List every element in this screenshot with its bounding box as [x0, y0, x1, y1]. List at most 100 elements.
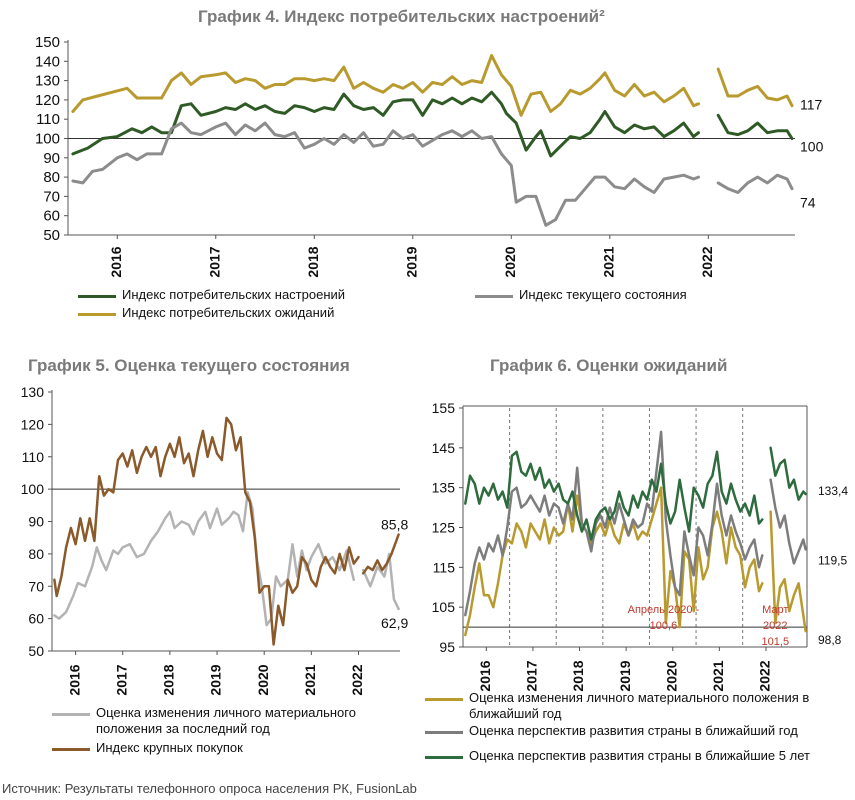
- legend-item-current-state: Индекс текущего состояния: [475, 287, 687, 303]
- y-tick-label: 50: [28, 643, 44, 659]
- end-value-label: 119,5: [818, 553, 847, 567]
- end-value-label: 85,8: [381, 516, 408, 532]
- y-tick-label: 140: [35, 53, 60, 70]
- legend-swatch: [475, 295, 513, 298]
- y-tick-label: 130: [21, 384, 45, 400]
- source-note: Источник: Результаты телефонного опроса …: [2, 781, 417, 796]
- y-tick-label: 130: [35, 73, 60, 90]
- legend-swatch: [78, 313, 116, 316]
- chart-5-title: График 5. Оценка текущего состояния: [28, 356, 350, 375]
- y-tick-label: 100: [35, 131, 60, 148]
- legend-item-personal-finance-next-year: Оценка изменения личного материального п…: [425, 690, 845, 722]
- x-year-label: 2022: [349, 664, 365, 695]
- annotation-label: 2022: [763, 620, 787, 632]
- end-value-label: 98,8: [818, 633, 842, 647]
- y-tick-label: 80: [43, 169, 60, 186]
- annotation-label: Апрель 2020 -: [628, 604, 700, 616]
- series-line: [769, 510, 807, 633]
- legend-item-major-purchases: Индекс крупных покупок: [52, 740, 243, 756]
- y-tick-label: 105: [432, 599, 456, 615]
- end-value-label: 100: [800, 139, 824, 155]
- series-line: [53, 491, 356, 627]
- y-tick-label: 90: [43, 150, 60, 167]
- series-line: [53, 416, 360, 646]
- series-line: [769, 478, 807, 565]
- x-year-label: 2022: [757, 660, 773, 691]
- series-line: [716, 173, 794, 194]
- x-year-label: 2020: [255, 664, 271, 695]
- legend-swatch: [78, 295, 116, 298]
- y-tick-label: 150: [35, 34, 60, 51]
- y-tick-label: 60: [43, 208, 60, 225]
- y-tick-label: 115: [433, 559, 456, 575]
- x-year-label: 2018: [570, 660, 586, 691]
- x-year-label: 2022: [699, 246, 715, 277]
- x-year-label: 2016: [477, 660, 493, 691]
- y-tick-label: 120: [21, 416, 45, 432]
- legend-item-consumer-sentiment: Индекс потребительских настроений: [78, 287, 345, 303]
- y-tick-label: 80: [28, 546, 44, 562]
- x-year-label: 2019: [617, 660, 633, 691]
- legend-item-consumer-expectations: Индекс потребительских ожиданий: [78, 305, 334, 321]
- legend-label: Индекс потребительских ожиданий: [122, 305, 335, 320]
- legend-swatch: [52, 713, 90, 716]
- y-tick-label: 110: [22, 449, 45, 465]
- x-year-label: 2016: [66, 664, 82, 695]
- legend-label: Индекс крупных покупок: [96, 740, 243, 755]
- series-line: [464, 450, 764, 541]
- y-tick-label: 100: [21, 481, 45, 497]
- legend-label: Оценка перспектив развития страны в ближ…: [469, 748, 810, 763]
- series-line: [71, 90, 700, 158]
- end-value-label: 74: [800, 195, 816, 211]
- series-line: [361, 533, 400, 575]
- y-tick-label: 125: [432, 520, 456, 536]
- y-tick-label: 135: [432, 480, 456, 496]
- series-line: [464, 486, 764, 637]
- x-year-label: 2021: [302, 664, 318, 695]
- y-tick-label: 90: [28, 514, 44, 530]
- legend-swatch: [425, 756, 463, 759]
- legend-label: Индекс потребительских настроений: [122, 287, 346, 302]
- y-tick-label: 60: [28, 611, 44, 627]
- y-tick-label: 120: [35, 92, 60, 109]
- x-year-label: 2019: [208, 664, 224, 695]
- series-line: [716, 67, 794, 108]
- annotation-label: Март: [762, 604, 788, 616]
- series-line: [464, 430, 764, 617]
- end-value-label: 117: [800, 97, 823, 113]
- y-tick-label: 50: [43, 227, 60, 244]
- x-year-label: 2018: [305, 246, 321, 277]
- x-year-label: 2021: [710, 660, 726, 691]
- chart-4-plot: 50 60 70 80 90 100 110 120 130 140 150 2016 2017 2018…: [35, 34, 824, 278]
- legend-label: Индекс текущего состояния: [519, 287, 687, 302]
- chart-6-title: График 6. Оценки ожиданий: [490, 356, 728, 375]
- x-year-label: 2018: [161, 664, 177, 695]
- series-line: [716, 113, 794, 140]
- legend-swatch: [425, 698, 463, 701]
- y-tick-label: 110: [36, 111, 60, 128]
- legend-item-country-next-year: Оценка перспектив развития страны в ближ…: [425, 723, 798, 739]
- x-year-label: 2017: [113, 664, 129, 695]
- legend-label: Оценка изменения личного материального п…: [96, 705, 356, 736]
- legend-swatch: [52, 748, 90, 751]
- y-tick-label: 70: [43, 188, 60, 205]
- series-line: [71, 121, 700, 227]
- end-value-label: 62,9: [381, 615, 408, 631]
- x-year-label: 2017: [524, 660, 540, 691]
- x-year-label: 2020: [502, 246, 518, 277]
- series-line: [361, 552, 400, 611]
- x-year-label: 2017: [206, 246, 222, 277]
- legend-label: Оценка перспектив развития страны в ближ…: [469, 723, 798, 738]
- chart-6-plot: 95 105 115 125 135 145 155 2016 2017 2018 2019 2020…: [432, 400, 849, 692]
- series-line: [769, 446, 807, 501]
- y-tick-label: 95: [439, 639, 455, 655]
- y-tick-label: 155: [432, 400, 456, 416]
- annotation-label: 101,5: [762, 636, 790, 648]
- x-year-label: 2021: [601, 246, 617, 277]
- chart-5-plot: 50 60 70 80 90 100 110 120 130 2016 2017 2018 2019 20…: [21, 384, 409, 696]
- y-tick-label: 70: [28, 578, 44, 594]
- chart-4-title: График 4. Индекс потребительских настрое…: [198, 7, 605, 26]
- annotation-label: 100,6: [650, 620, 678, 632]
- legend-label: Оценка изменения личного материального п…: [469, 690, 810, 721]
- y-tick-label: 145: [432, 440, 456, 456]
